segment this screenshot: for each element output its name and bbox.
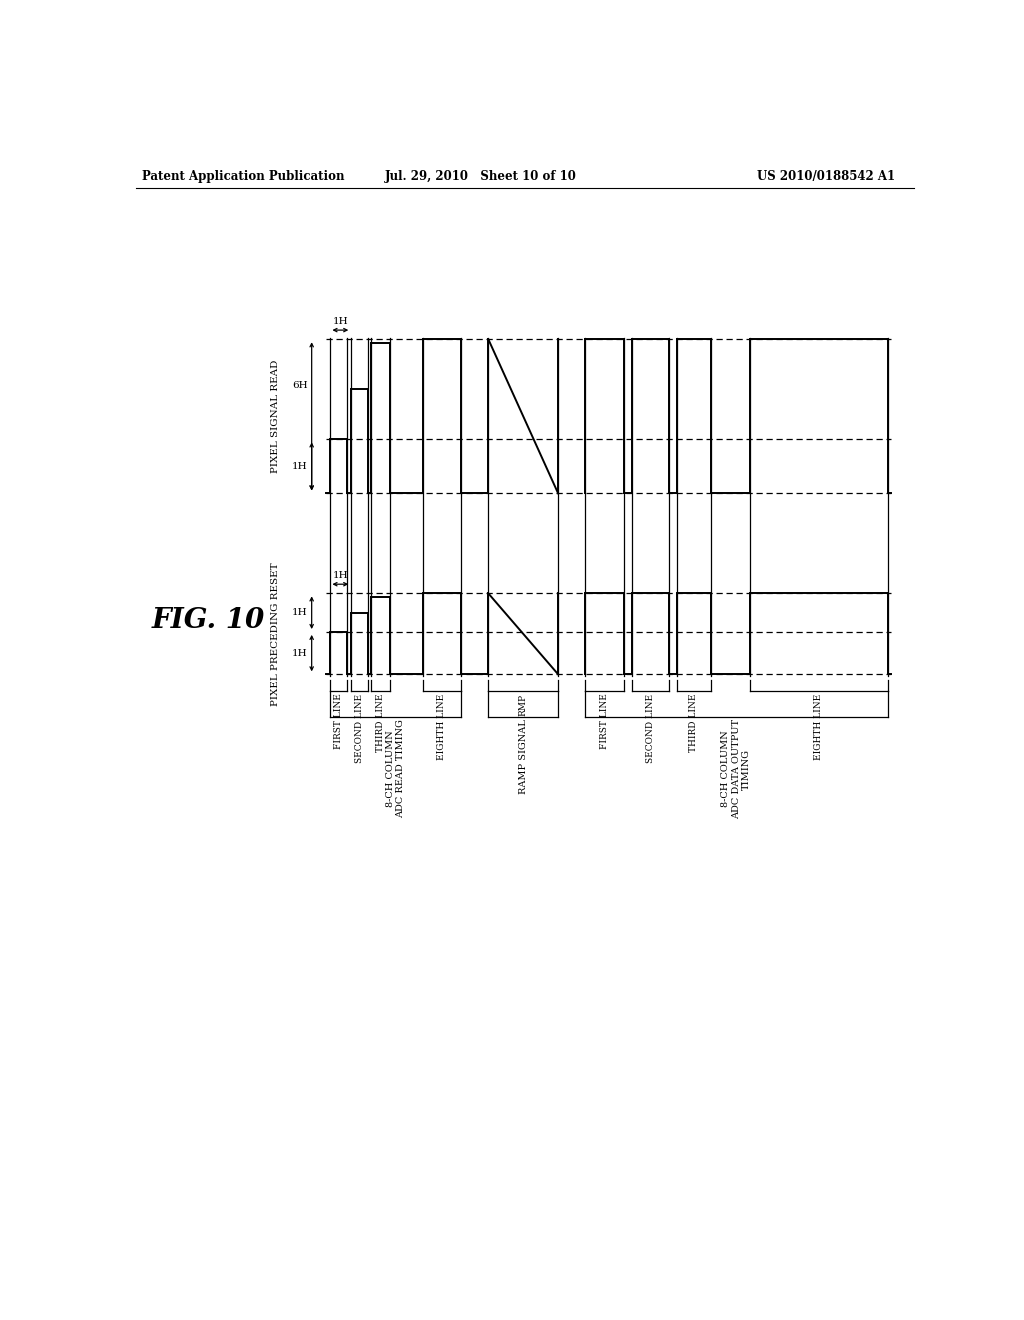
Text: SECOND LINE: SECOND LINE: [355, 693, 365, 763]
Text: 1H: 1H: [333, 572, 348, 581]
Text: 8-CH COLUMN
ADC READ TIMING: 8-CH COLUMN ADC READ TIMING: [386, 719, 406, 818]
Text: 8-CH COLUMN
ADC DATA OUTPUT
TIMING: 8-CH COLUMN ADC DATA OUTPUT TIMING: [722, 719, 752, 820]
Text: 6H: 6H: [292, 381, 308, 389]
Text: THIRD LINE: THIRD LINE: [689, 693, 698, 752]
Text: EIGHTH LINE: EIGHTH LINE: [814, 693, 823, 760]
Text: THIRD LINE: THIRD LINE: [376, 693, 385, 752]
Text: US 2010/0188542 A1: US 2010/0188542 A1: [757, 170, 895, 183]
Text: PIXEL PRECEDING RESET: PIXEL PRECEDING RESET: [270, 562, 280, 706]
Text: FIRST LINE: FIRST LINE: [600, 693, 609, 750]
Text: RMP: RMP: [519, 693, 527, 715]
Text: FIG. 10: FIG. 10: [152, 607, 264, 634]
Text: PIXEL SIGNAL READ: PIXEL SIGNAL READ: [270, 359, 280, 473]
Text: EIGHTH LINE: EIGHTH LINE: [437, 693, 446, 760]
Text: 1H: 1H: [333, 317, 348, 326]
Text: Patent Application Publication: Patent Application Publication: [142, 170, 344, 183]
Text: 1H: 1H: [292, 648, 308, 657]
Text: RAMP SIGNAL: RAMP SIGNAL: [519, 719, 527, 793]
Text: Jul. 29, 2010   Sheet 10 of 10: Jul. 29, 2010 Sheet 10 of 10: [385, 170, 577, 183]
Text: SECOND LINE: SECOND LINE: [646, 693, 655, 763]
Text: FIRST LINE: FIRST LINE: [334, 693, 342, 750]
Text: 1H: 1H: [292, 609, 308, 618]
Text: 1H: 1H: [292, 462, 308, 471]
